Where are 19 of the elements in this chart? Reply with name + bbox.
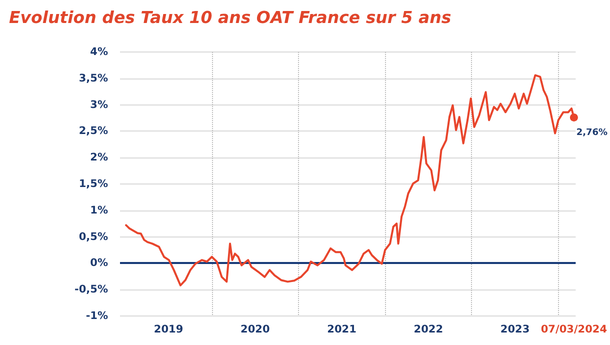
chart-title: Evolution des Taux 10 ans OAT France sur 5 ans [9, 8, 452, 27]
x-tick-label: 2022 [414, 324, 444, 336]
y-tick-label: 3,5% [78, 72, 108, 84]
y-tick-label: 0,5% [78, 230, 108, 243]
y-tick-label: 2% [90, 152, 108, 164]
y-tick-label: 1% [90, 204, 108, 216]
x-tick-label: 2019 [154, 324, 184, 336]
x-tick-label: 2020 [240, 324, 270, 336]
x-tick-label: 2021 [327, 324, 356, 336]
y-tick-label: 2,5% [78, 125, 108, 138]
x-tick-label: 2023 [500, 324, 530, 336]
y-tick-label: 1,5% [78, 178, 108, 190]
y-tick-label: 3% [90, 98, 108, 111]
y-tick-label: -1% [86, 310, 108, 322]
x-tick-label: 07/03/2024 [540, 324, 608, 336]
y-tick-label: 4% [90, 46, 108, 58]
annotation: 2,76% [576, 128, 608, 138]
y-tick-label: 0% [90, 257, 108, 270]
y-tick-label: -0,5% [74, 284, 108, 296]
